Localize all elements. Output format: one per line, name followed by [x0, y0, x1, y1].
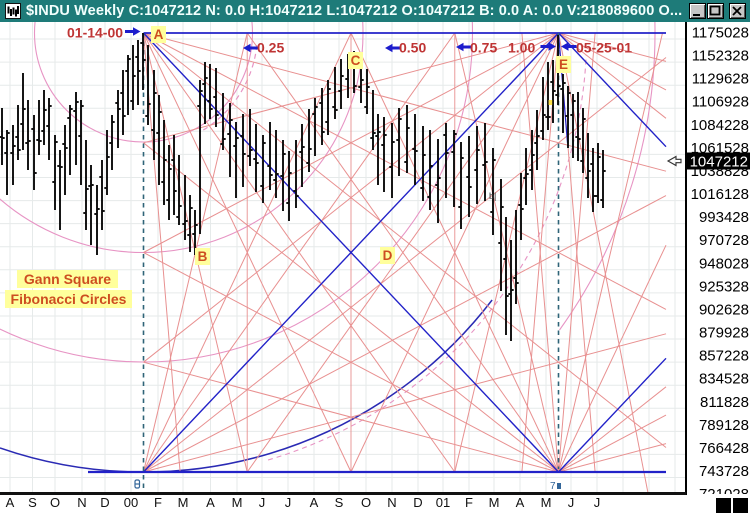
svg-text:1084228: 1084228	[691, 117, 749, 134]
svg-text:A: A	[516, 495, 525, 510]
svg-text:N: N	[387, 495, 396, 510]
svg-text:1047212: 1047212	[690, 154, 748, 171]
svg-text:E: E	[559, 57, 568, 72]
svg-text:M: M	[541, 495, 552, 510]
svg-text:M: M	[489, 495, 500, 510]
svg-text:01: 01	[436, 495, 450, 510]
svg-text:948028: 948028	[699, 255, 749, 272]
svg-text:D: D	[413, 495, 422, 510]
svg-text:C: C	[351, 53, 361, 68]
svg-text:D: D	[383, 248, 393, 263]
svg-text:A: A	[154, 27, 164, 42]
svg-text:D: D	[100, 495, 109, 510]
svg-text:789128: 789128	[699, 417, 749, 434]
svg-text:O: O	[50, 495, 60, 510]
svg-text:766428: 766428	[699, 440, 749, 457]
svg-text:N: N	[77, 495, 86, 510]
svg-text:1016128: 1016128	[691, 186, 749, 203]
svg-text:J: J	[594, 495, 601, 510]
svg-text:834528: 834528	[699, 371, 749, 388]
svg-text:811828: 811828	[700, 394, 749, 411]
svg-text:b|: b|	[489, 191, 496, 201]
svg-text:1175028: 1175028	[692, 25, 749, 42]
svg-text:01-14-00: 01-14-00	[67, 25, 123, 41]
svg-text:7: 7	[550, 481, 556, 492]
svg-text:J: J	[568, 495, 575, 510]
svg-text:O: O	[361, 495, 371, 510]
svg-text:Fibonacci Circles: Fibonacci Circles	[11, 291, 127, 307]
svg-text:00: 00	[124, 495, 138, 510]
svg-text:B: B	[198, 249, 208, 264]
svg-text:M: M	[178, 495, 189, 510]
svg-text:743728: 743728	[699, 463, 749, 480]
svg-text:879928: 879928	[699, 325, 749, 342]
svg-text:857228: 857228	[699, 348, 749, 365]
svg-text:F: F	[465, 495, 473, 510]
svg-text:A: A	[206, 495, 215, 510]
svg-text:M: M	[232, 495, 243, 510]
svg-text:J: J	[285, 495, 292, 510]
svg-text:1.00: 1.00	[508, 40, 535, 56]
svg-text:A: A	[6, 495, 15, 510]
svg-text:J: J	[259, 495, 266, 510]
svg-text:F: F	[154, 495, 162, 510]
svg-text:S: S	[335, 495, 344, 510]
svg-text:925328: 925328	[699, 278, 749, 295]
svg-text:0.25: 0.25	[257, 40, 284, 56]
svg-text:Gann Square: Gann Square	[24, 271, 111, 287]
svg-text:05-25-01: 05-25-01	[576, 40, 632, 56]
svg-text:993428: 993428	[699, 209, 749, 226]
svg-text:970728: 970728	[699, 232, 749, 249]
svg-text:0.75: 0.75	[470, 40, 497, 56]
svg-text:1129628: 1129628	[692, 71, 749, 88]
svg-text:1152328: 1152328	[692, 48, 749, 65]
svg-text:902628: 902628	[699, 302, 749, 319]
svg-text:S: S	[28, 495, 37, 510]
svg-text:0.50: 0.50	[399, 40, 426, 56]
svg-text:1106928: 1106928	[692, 94, 749, 111]
svg-text:A: A	[310, 495, 319, 510]
